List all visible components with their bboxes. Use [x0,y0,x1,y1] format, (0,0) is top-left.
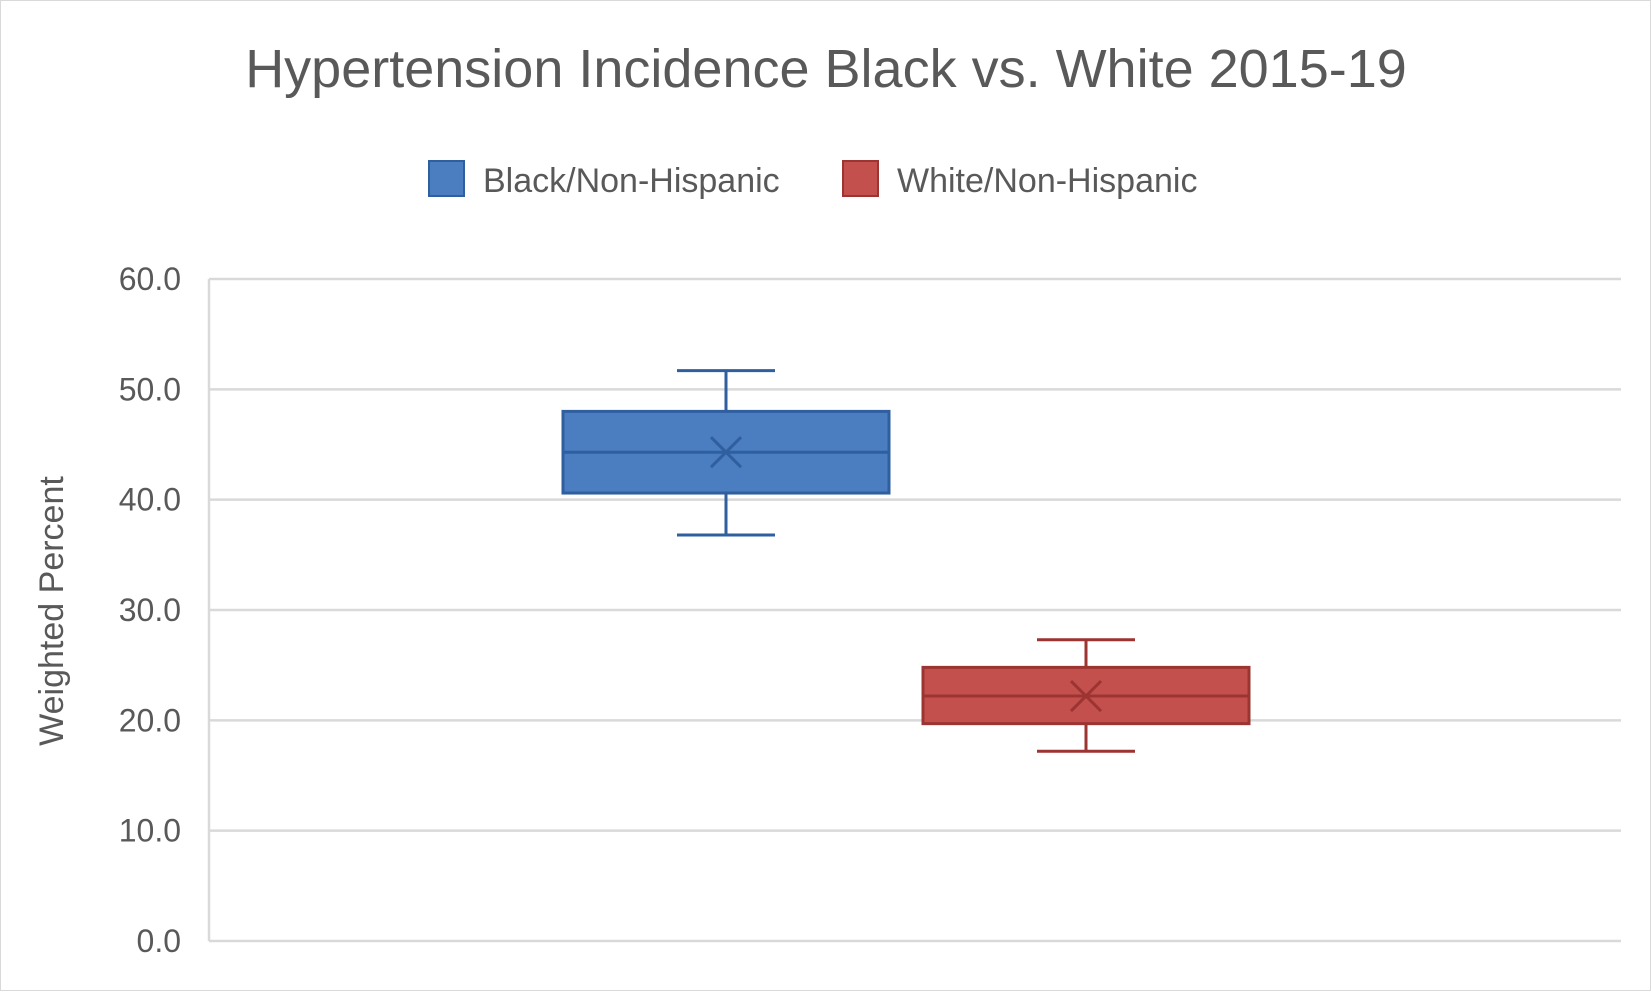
y-tick-label: 40.0 [119,482,181,518]
y-tick-label: 30.0 [119,592,181,628]
y-tick-label: 0.0 [137,923,181,959]
box-plot [921,638,1251,753]
gridlines [207,277,1621,943]
y-axis-ticks: 0.0 10.0 20.0 30.0 40.0 50.0 60.0 [119,261,181,959]
box-plot [561,369,891,537]
box-plots [561,369,1251,753]
legend-label: White/Non-Hispanic [897,162,1197,200]
legend-swatch [428,160,465,197]
y-tick-label: 60.0 [119,261,181,297]
legend-swatch [842,160,879,197]
y-tick-label: 10.0 [119,813,181,849]
chart-title: Hypertension Incidence Black vs. White 2… [245,39,1407,99]
mean-marker [709,436,743,469]
y-axis-title: Weighted Percent [33,476,71,746]
legend-label: Black/Non-Hispanic [483,162,780,200]
y-tick-label: 50.0 [119,371,181,407]
y-tick-label: 20.0 [119,702,181,738]
legend: Black/Non-Hispanic White/Non-Hispanic [428,160,1197,200]
mean-marker [1069,679,1103,713]
